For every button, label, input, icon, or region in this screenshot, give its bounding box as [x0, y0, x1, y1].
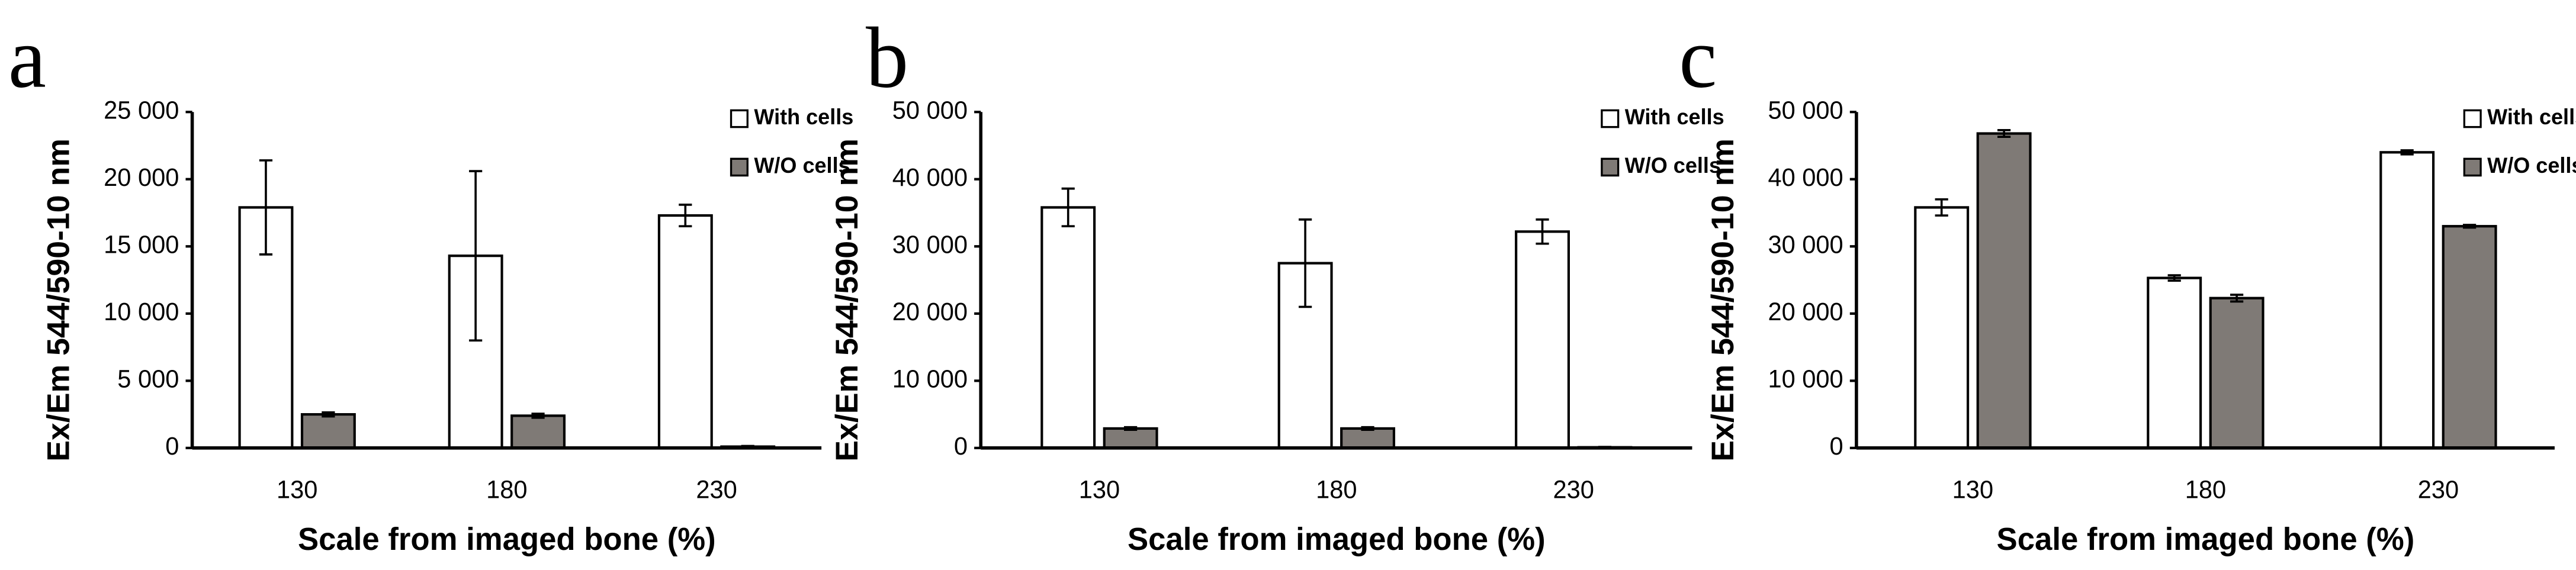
error-bar	[259, 159, 273, 256]
y-tick-label: 10 000	[104, 298, 179, 326]
legend-swatch	[730, 109, 749, 128]
x-axis-label: Scale from imaged bone (%)	[1997, 522, 2415, 558]
y-tick-label: 20 000	[892, 298, 968, 326]
bar	[300, 413, 356, 449]
error-bar	[1299, 218, 1312, 308]
error-bar	[531, 413, 545, 419]
bar	[1103, 427, 1158, 449]
bar	[1515, 230, 1570, 449]
legend-label: With cells	[2487, 105, 2576, 129]
error-bar	[2463, 224, 2477, 229]
bar	[1340, 427, 1396, 449]
legend-label: With cells	[754, 105, 853, 129]
error-bar	[2400, 149, 2414, 156]
bar	[1976, 132, 2032, 449]
x-tick-label: 230	[1553, 475, 1594, 503]
x-axis-label: Scale from imaged bone (%)	[1128, 522, 1546, 558]
legend-swatch	[730, 157, 749, 177]
x-tick-label: 180	[486, 475, 527, 503]
legend-label: W/O cells	[754, 153, 850, 178]
y-tick-label: 0	[1830, 432, 1843, 460]
legend-swatch	[2463, 157, 2482, 177]
error-bar	[1536, 218, 1549, 245]
error-bar	[2167, 274, 2181, 282]
error-bar	[1361, 426, 1374, 431]
x-tick-label: 230	[696, 475, 737, 503]
x-tick-label: 130	[277, 475, 317, 503]
error-bar	[1997, 129, 2011, 139]
error-bar	[1124, 426, 1138, 431]
error-bar	[1061, 187, 1075, 228]
y-tick-label: 30 000	[1768, 230, 1843, 258]
y-axis-label: Ex/Em 544/590-10 nm	[1705, 139, 1740, 462]
y-tick-label: 50 000	[1768, 96, 1843, 124]
legend-label: W/O cells	[2487, 153, 2576, 178]
bar	[1914, 206, 1970, 449]
x-tick-label: 230	[2418, 475, 2459, 503]
bar	[510, 414, 566, 449]
y-tick-label: 5 000	[117, 365, 179, 392]
y-tick-label: 25 000	[104, 96, 179, 124]
y-tick-label: 0	[954, 432, 968, 460]
legend-swatch	[1601, 157, 1620, 177]
error-bar	[2230, 294, 2244, 303]
legend-label: With cells	[1625, 105, 1724, 129]
y-axis-label: Ex/Em 544/590-10 nm	[830, 139, 865, 462]
x-tick-label: 130	[1079, 475, 1120, 503]
bar	[2147, 276, 2202, 449]
x-axis-label: Scale from imaged bone (%)	[298, 522, 716, 558]
error-bar	[469, 170, 483, 342]
legend-label: W/O cells	[1625, 153, 1721, 178]
bar	[2379, 151, 2435, 449]
panel-label: a	[8, 10, 46, 106]
y-tick-label: 40 000	[892, 163, 968, 191]
panel-label: b	[866, 10, 908, 106]
y-tick-label: 20 000	[1768, 298, 1843, 326]
x-tick-label: 130	[1952, 475, 1993, 503]
error-bar	[1935, 198, 1948, 217]
y-tick-label: 50 000	[892, 96, 968, 124]
legend-swatch	[1601, 109, 1620, 128]
bar	[2442, 225, 2497, 449]
y-tick-label: 0	[165, 432, 179, 460]
y-tick-label: 30 000	[892, 230, 968, 258]
y-tick-label: 10 000	[1768, 365, 1843, 392]
y-tick-label: 40 000	[1768, 163, 1843, 191]
bar	[2209, 297, 2265, 449]
error-bar	[322, 411, 335, 418]
x-tick-label: 180	[1316, 475, 1357, 503]
x-tick-label: 180	[2185, 475, 2226, 503]
error-bar	[679, 204, 692, 228]
y-tick-label: 10 000	[892, 365, 968, 392]
y-tick-label: 20 000	[104, 163, 179, 191]
legend-swatch	[2463, 109, 2482, 128]
bar	[657, 214, 713, 449]
y-tick-label: 15 000	[104, 230, 179, 258]
panel-label: c	[1679, 10, 1717, 106]
bar	[1040, 206, 1096, 449]
y-axis-label: Ex/Em 544/590-10 nm	[41, 139, 76, 462]
